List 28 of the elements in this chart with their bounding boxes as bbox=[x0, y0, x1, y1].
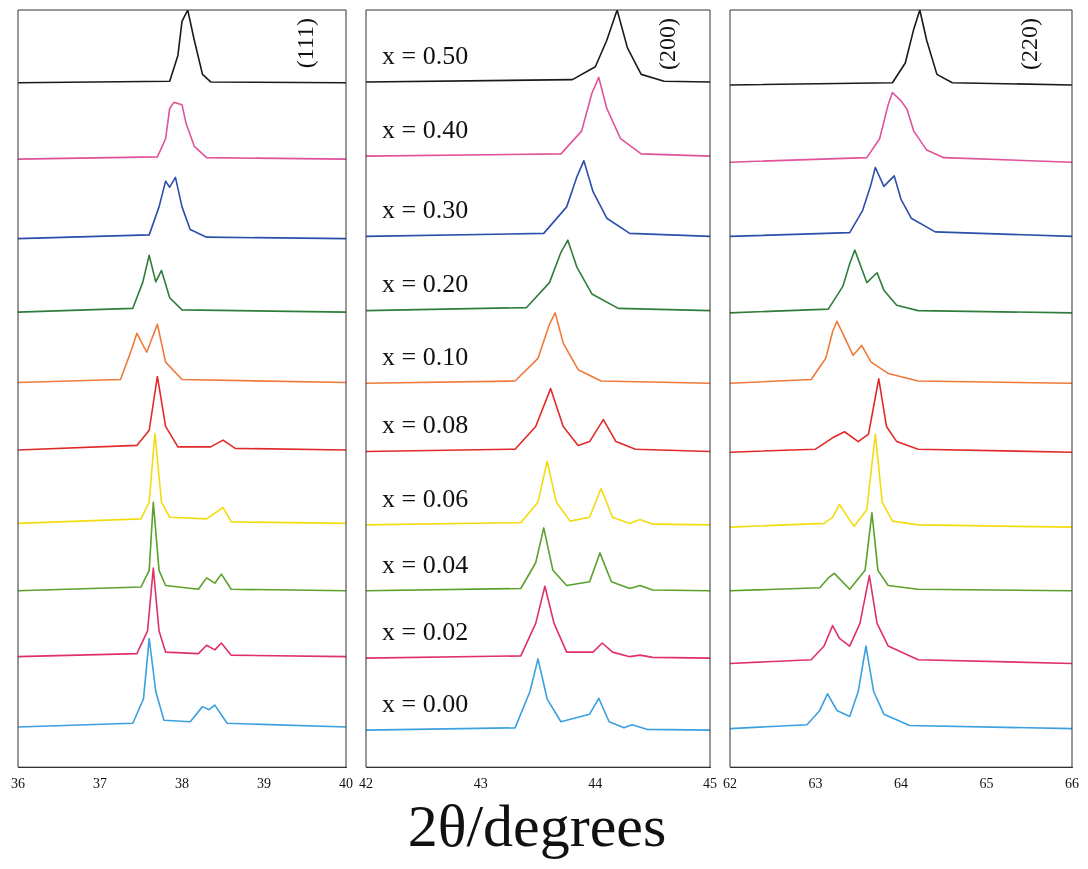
annotation: (111) bbox=[291, 18, 318, 69]
series-label: x = 0.20 bbox=[382, 269, 469, 299]
x-tick-label: 43 bbox=[473, 776, 488, 792]
x-tick-label: 44 bbox=[588, 776, 603, 792]
x-tick-label: 39 bbox=[257, 776, 271, 792]
x-tick-label: 45 bbox=[703, 776, 717, 792]
series-label: x = 0.06 bbox=[382, 483, 469, 513]
x-tick-label: 64 bbox=[894, 776, 908, 792]
annotation: (200) bbox=[654, 18, 681, 70]
series-label: x = 0.10 bbox=[382, 342, 469, 372]
series-label: x = 0.40 bbox=[382, 114, 469, 144]
annotation: (220) bbox=[1016, 18, 1043, 70]
series-label: x = 0.30 bbox=[382, 195, 469, 225]
x-tick-label: 63 bbox=[808, 776, 823, 792]
x-tick-label: 37 bbox=[93, 776, 107, 792]
series-label: x = 0.08 bbox=[382, 410, 469, 440]
x-axis-title: 2θ/degrees bbox=[406, 792, 668, 861]
x-tick-label: 62 bbox=[723, 776, 737, 792]
x-tick-label: 65 bbox=[979, 776, 994, 792]
series-label: x = 0.04 bbox=[382, 549, 469, 579]
x-tick-label: 42 bbox=[359, 776, 373, 792]
x-tick-label: 40 bbox=[339, 776, 353, 792]
series-label: x = 0.02 bbox=[382, 616, 469, 646]
series-label: x = 0.00 bbox=[382, 688, 469, 718]
x-tick-label: 38 bbox=[175, 776, 189, 792]
x-tick-label: 66 bbox=[1065, 776, 1079, 792]
x-tick-label: 36 bbox=[11, 776, 25, 792]
series-label: x = 0.50 bbox=[382, 40, 469, 70]
